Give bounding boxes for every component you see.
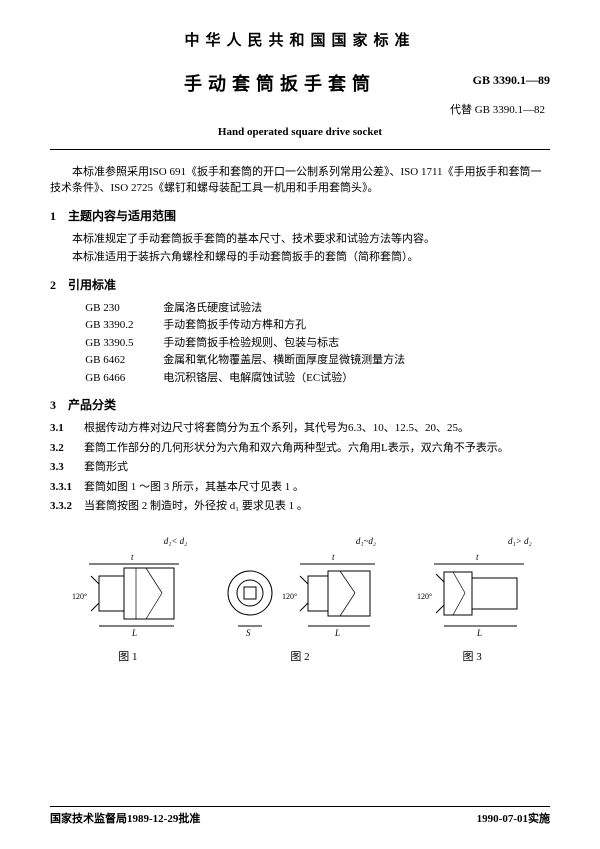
sub-text: 根据传动方榫对边尺寸将套筒分为五个系列，其代号为6.3、10、12.5、20、2… [84, 422, 469, 434]
sub-num: 3.3.1 [50, 479, 84, 496]
fig3-label: 图 3 [409, 649, 536, 666]
footer-approval: 国家技术监督局1989-12-29批准 [50, 811, 200, 828]
ref-code: GB 6462 [85, 352, 163, 369]
standard-page: 中华人民共和国国家标准 手动套筒扳手套筒 GB 3390.1—89 代替 GB … [0, 0, 600, 849]
sub-text: 套筒如图 1 ～图 3 所示，其基本尺寸见表 1 。 [84, 481, 304, 493]
figure-2: d₁~d₂ 120° L S [220, 535, 380, 666]
figure-2-svg: 120° L S t [220, 546, 380, 641]
sub-num: 3.1 [50, 420, 84, 437]
ref-title: 手动套筒扳手检验规则、包装与标志 [163, 335, 339, 352]
sub-item: 3.2套筒工作部分的几何形状分为六角和双六角两种型式。六角用L表示，双六角不予表… [50, 440, 550, 457]
figure-1-svg: 120° L t [64, 546, 191, 641]
national-title: 中华人民共和国国家标准 [50, 30, 550, 53]
svg-text:120°: 120° [417, 592, 432, 601]
standard-code: GB 3390.1—89 [430, 71, 550, 89]
sub-item: 3.3.1套筒如图 1 ～图 3 所示，其基本尺寸见表 1 。 [50, 479, 550, 496]
section-2-heading: 2 引用标准 [50, 276, 550, 294]
sub-item: 3.3.2当套筒按图 2 制造时，外径按 d₁ 要求见表 1 。 [50, 498, 550, 515]
footer-effective: 1990-07-01实施 [477, 811, 550, 828]
ref-item: GB 6466电沉积铬层、电解腐蚀试验（EC试验） [85, 370, 550, 387]
sub-num: 3.2 [50, 440, 84, 457]
ref-title: 金属和氧化物覆盖层、横断面厚度显微镜测量方法 [163, 352, 405, 369]
ref-title: 金属洛氏硬度试验法 [163, 300, 262, 317]
figures-row: d₁< d₂ 120° L t 图 1 [50, 535, 550, 666]
rule-bottom [50, 806, 550, 807]
ref-item: GB 3390.2手动套筒扳手传动方榫和方孔 [85, 317, 550, 334]
ref-item: GB 230金属洛氏硬度试验法 [85, 300, 550, 317]
ref-item: GB 3390.5手动套筒扳手检验规则、包装与标志 [85, 335, 550, 352]
intro-paragraph: 本标准参照采用ISO 691《扳手和套筒的开口一公制系列常用公差》、ISO 17… [50, 164, 550, 197]
section-1-heading: 1 主题内容与适用范围 [50, 207, 550, 225]
svg-text:t: t [332, 552, 335, 562]
sub-item: 3.3套筒形式 [50, 459, 550, 476]
ref-title: 电沉积铬层、电解腐蚀试验（EC试验） [163, 370, 353, 387]
sub-num: 3.3.2 [50, 498, 84, 515]
figure-3-svg: 120° L t [409, 546, 536, 641]
svg-text:L: L [476, 628, 482, 638]
fig2-label: 图 2 [220, 649, 380, 666]
sub-text: 套筒工作部分的几何形状分为六角和双六角两种型式。六角用L表示，双六角不予表示。 [84, 442, 509, 454]
fig1-label: 图 1 [64, 649, 191, 666]
figure-3: d₁> d₂ 120° L t 图 3 [409, 535, 536, 666]
svg-text:120°: 120° [72, 592, 87, 601]
section-1-p2: 本标准适用于装拆六角螺栓和螺母的手动套筒扳手的套筒（简称套筒）。 [50, 249, 550, 266]
ref-code: GB 6466 [85, 370, 163, 387]
sub-item: 3.1根据传动方榫对边尺寸将套筒分为五个系列，其代号为6.3、10、12.5、2… [50, 420, 550, 437]
section-1-p1: 本标准规定了手动套筒扳手套筒的基本尺寸、技术要求和试验方法等内容。 [50, 231, 550, 248]
title-row: 手动套筒扳手套筒 GB 3390.1—89 [50, 71, 550, 98]
section-3-heading: 3 产品分类 [50, 396, 550, 414]
reference-list: GB 230金属洛氏硬度试验法 GB 3390.2手动套筒扳手传动方榫和方孔 G… [85, 300, 550, 387]
sub-text: 当套筒按图 2 制造时，外径按 d₁ 要求见表 1 。 [84, 500, 308, 512]
ref-title: 手动套筒扳手传动方榫和方孔 [163, 317, 306, 334]
rule-top [50, 149, 550, 150]
svg-text:120°: 120° [282, 592, 297, 601]
ref-code: GB 3390.2 [85, 317, 163, 334]
sub-num: 3.3 [50, 459, 84, 476]
page-footer: 国家技术监督局1989-12-29批准 1990-07-01实施 [50, 796, 550, 828]
ref-item: GB 6462金属和氧化物覆盖层、横断面厚度显微镜测量方法 [85, 352, 550, 369]
svg-text:t: t [131, 552, 134, 562]
figure-1: d₁< d₂ 120° L t 图 1 [64, 535, 191, 666]
svg-text:L: L [334, 628, 340, 638]
svg-text:t: t [476, 552, 479, 562]
title-en: Hand operated square drive socket [50, 124, 550, 141]
ref-code: GB 230 [85, 300, 163, 317]
ref-code: GB 3390.5 [85, 335, 163, 352]
title-cn: 手动套筒扳手套筒 [50, 71, 430, 98]
replaces-line: 代替 GB 3390.1—82 [50, 102, 550, 119]
sub-text: 套筒形式 [84, 461, 128, 473]
svg-text:S: S [246, 628, 251, 638]
svg-text:L: L [131, 628, 137, 638]
